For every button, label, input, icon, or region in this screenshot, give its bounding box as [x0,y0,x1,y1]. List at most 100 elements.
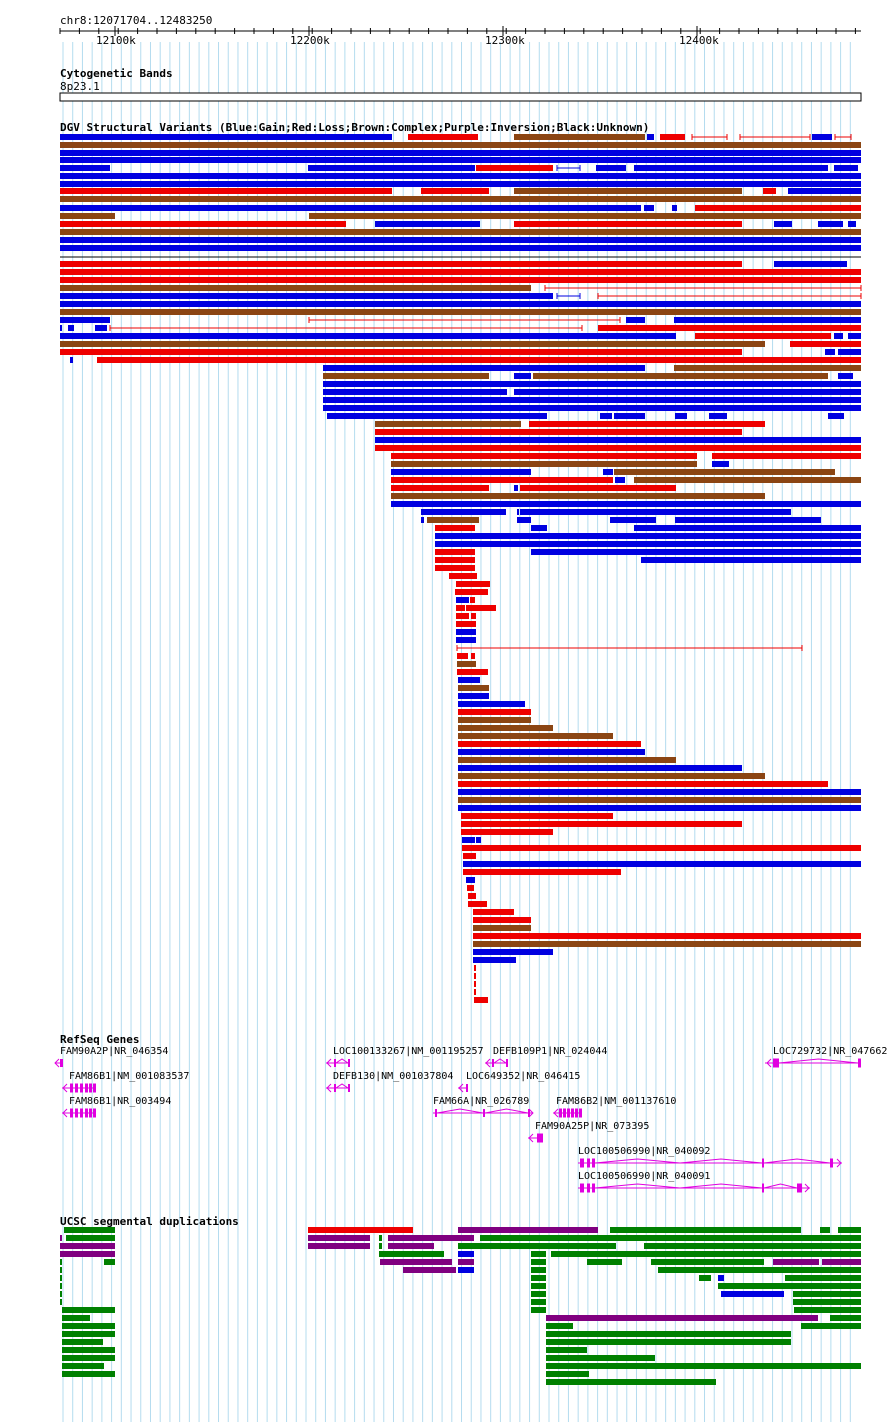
segdup-block [794,1307,861,1313]
gene-label-loc649352[interactable]: LOC649352|NR_046415 [466,1071,581,1082]
segdup-block [60,1259,62,1265]
dgv-variant [60,150,861,156]
dgv-variant [672,205,677,211]
segdup-block [62,1371,115,1377]
gene-label-fam90a2p[interactable]: FAM90A2P|NR_046354 [60,1046,169,1057]
segdup-block [308,1243,370,1249]
segdup-block [62,1331,115,1337]
gene-label-loc100506990-091[interactable]: LOC100506990|NR_040091 [578,1171,711,1182]
gene-exon [348,1084,350,1092]
segdup-block [458,1227,598,1233]
segdup-block [793,1291,861,1297]
gene-label-loc100133267[interactable]: LOC100133267|NM_001195257 [333,1046,484,1057]
dgv-variant [435,565,475,571]
dgv-variant [660,134,685,140]
dgv-variant [763,188,776,194]
dgv-variant [838,373,853,379]
dgv-variant [470,597,475,603]
gene-label-fam86b2[interactable]: FAM86B2|NM_001137610 [556,1096,677,1107]
dgv-variant [471,613,476,619]
gene-exon [89,1083,92,1093]
dgv-variant [60,229,861,235]
segdup-block [308,1235,370,1241]
gene-label-fam90a25p[interactable]: FAM90A25P|NR_073395 [535,1121,650,1132]
dgv-variant [97,357,861,363]
dgv-variant [60,142,861,148]
segdup-block [104,1259,115,1265]
dgv-variant [520,485,676,491]
dgv-variant [458,709,531,715]
gene-strand-arrow [485,1058,491,1068]
dgv-variant [834,165,858,171]
gene-strand-arrow [528,1108,534,1118]
gene-label-loc100506990-092[interactable]: LOC100506990|NR_040092 [578,1146,711,1157]
ruler-tick-label: 12200k [290,34,330,47]
dgv-variant [421,509,506,515]
dgv-variant [408,134,478,140]
gene-exon [483,1109,485,1117]
dgv-variant [458,805,861,811]
segdup-block [820,1227,830,1233]
gene-label-fam66a[interactable]: FAM66A|NR_026789 [433,1096,530,1107]
dgv-variant [70,357,73,363]
dgv-variant [456,613,469,619]
gene-strand-arrow [458,1083,464,1093]
gene-label-fam86b1-nr[interactable]: FAM86B1|NR_003494 [69,1096,172,1107]
dgv-variant [435,525,475,531]
dgv-variant [476,837,481,843]
dgv-variant [674,317,861,323]
segdup-track-title[interactable]: UCSC segmental duplications [60,1215,239,1228]
gene-label-fam86b1-nm[interactable]: FAM86B1|NM_001083537 [69,1071,190,1082]
dgv-variant [60,285,531,291]
gene-strand-arrow [528,1133,534,1143]
segdup-block [801,1323,861,1329]
segdup-block [62,1355,115,1361]
segdup-block [458,1251,474,1257]
dgv-variant [468,893,476,899]
dgv-variant [463,869,621,875]
segdup-block [480,1235,861,1241]
gene-exon [762,1183,764,1193]
gene-strand-arrow [62,1108,68,1118]
gene-intron [484,1108,529,1114]
segdup-block [546,1379,716,1385]
dgv-variant [323,373,489,379]
gene-exon [563,1108,566,1118]
dgv-variant [774,261,847,267]
gene-strand-arrow [326,1083,332,1093]
dgv-variant [60,188,392,194]
dgv-variant [473,941,861,947]
segdup-block [388,1243,434,1249]
gene-exon [334,1059,336,1067]
dgv-variant [60,134,392,140]
dgv-variant [456,629,476,635]
dgv-variant [308,165,475,171]
dgv-variant [712,461,729,467]
dgv-variant [391,453,697,459]
dgv-variant [375,421,521,427]
gene-label-loc729732[interactable]: LOC729732|NR_047662 [773,1046,888,1057]
gene-exon [348,1059,350,1067]
dgv-variant [463,861,861,867]
dgv-variant [531,525,547,531]
gene-label-defb130[interactable]: DEFB130|NM_001037804 [333,1071,454,1082]
segdup-block [838,1227,861,1233]
dgv-variant [848,333,861,339]
dgv-variant [435,549,475,555]
dgv-variant [456,581,490,587]
dgv-variant [323,389,507,395]
dgv-track-title[interactable]: DGV Structural Variants (Blue:Gain;Red:L… [60,121,650,134]
dgv-variant [391,493,765,499]
gene-exon [587,1183,590,1193]
dgv-variant [461,821,742,827]
gene-strand-arrow [766,1058,772,1068]
gene-label-defb109p1[interactable]: DEFB109P1|NR_024044 [493,1046,608,1057]
dgv-variant [435,533,861,539]
refseq-track-title[interactable]: RefSeq Genes [60,1033,140,1046]
dgv-variant [60,277,861,283]
dgv-variant [60,196,861,202]
dgv-variant [675,413,687,419]
segdup-block [379,1235,382,1241]
dgv-variant [818,221,843,227]
cytoband-track-title[interactable]: Cytogenetic Bands [60,67,173,80]
